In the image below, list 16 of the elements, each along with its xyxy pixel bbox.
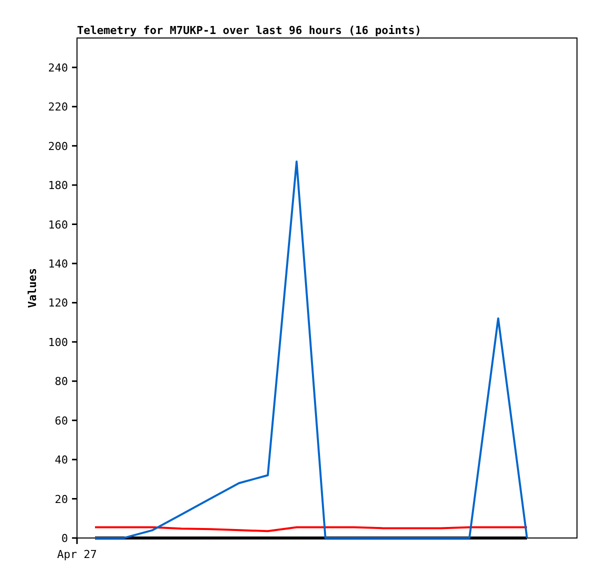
y-tick-label: 140 (48, 257, 68, 270)
y-tick-label: 80 (54, 375, 68, 388)
chart-title: Telemetry for M7UKP-1 over last 96 hours (16 points) (77, 24, 422, 37)
y-tick-label: 180 (48, 179, 68, 192)
text: Apr 27 (57, 548, 97, 561)
y-tick-label: 160 (48, 218, 68, 232)
y-tick-label: 120 (48, 296, 68, 310)
y-tick-label: 40 (54, 454, 68, 467)
y-tick-label: 200 (48, 140, 68, 153)
y-tick-label: 60 (54, 414, 68, 428)
y-axis-title: Values (26, 268, 39, 308)
y-tick-label: 20 (54, 492, 68, 506)
y-tick-label: 100 (48, 336, 68, 349)
y-tick-label: 240 (48, 61, 68, 74)
y-tick-label: 220 (48, 100, 68, 114)
y-tick-label: 0 (61, 532, 68, 545)
